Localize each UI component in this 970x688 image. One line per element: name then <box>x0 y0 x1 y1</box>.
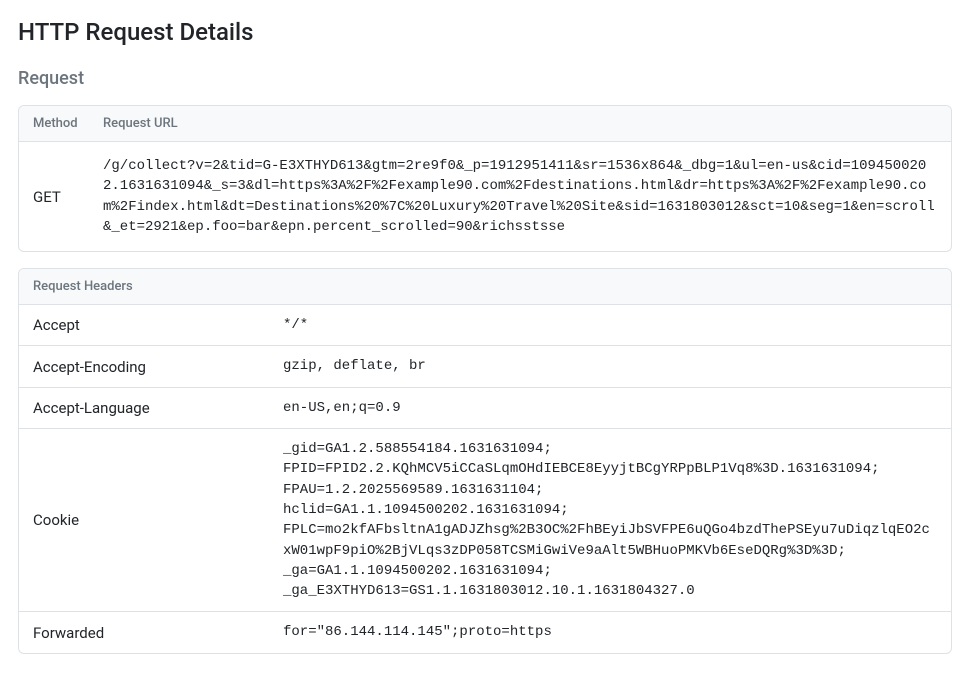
request-url: /g/collect?v=2&tid=G-E3XTHYD613&gtm=2re9… <box>103 156 937 237</box>
header-name: Cookie <box>19 429 269 612</box>
request-panel-header: Method Request URL <box>19 106 951 142</box>
header-value: _gid=GA1.2.588554184.1631631094; FPID=FP… <box>269 429 951 612</box>
page-title: HTTP Request Details <box>18 18 952 46</box>
header-row: Accept-Encodinggzip, deflate, br <box>19 346 951 387</box>
header-row: Accept-Languageen-US,en;q=0.9 <box>19 387 951 428</box>
header-value: for="86.144.114.145";proto=https <box>269 612 951 653</box>
header-name: Accept <box>19 305 269 346</box>
col-header-method: Method <box>33 116 83 131</box>
header-row: Accept*/* <box>19 305 951 346</box>
headers-panel-title: Request Headers <box>19 269 951 305</box>
header-row: Cookie_gid=GA1.2.588554184.1631631094; F… <box>19 429 951 612</box>
header-row: Forwardedfor="86.144.114.145";proto=http… <box>19 612 951 653</box>
headers-panel: Request Headers Accept*/*Accept-Encoding… <box>18 268 952 654</box>
header-name: Accept-Encoding <box>19 346 269 387</box>
request-panel: Method Request URL GET /g/collect?v=2&ti… <box>18 105 952 252</box>
header-value: en-US,en;q=0.9 <box>269 387 951 428</box>
header-value: */* <box>269 305 951 346</box>
request-row: GET /g/collect?v=2&tid=G-E3XTHYD613&gtm=… <box>19 142 951 251</box>
request-method: GET <box>33 188 83 206</box>
header-value: gzip, deflate, br <box>269 346 951 387</box>
section-title-request: Request <box>18 68 952 89</box>
col-header-url: Request URL <box>103 116 937 131</box>
headers-table: Accept*/*Accept-Encodinggzip, deflate, b… <box>19 305 951 653</box>
header-name: Forwarded <box>19 612 269 653</box>
header-name: Accept-Language <box>19 387 269 428</box>
